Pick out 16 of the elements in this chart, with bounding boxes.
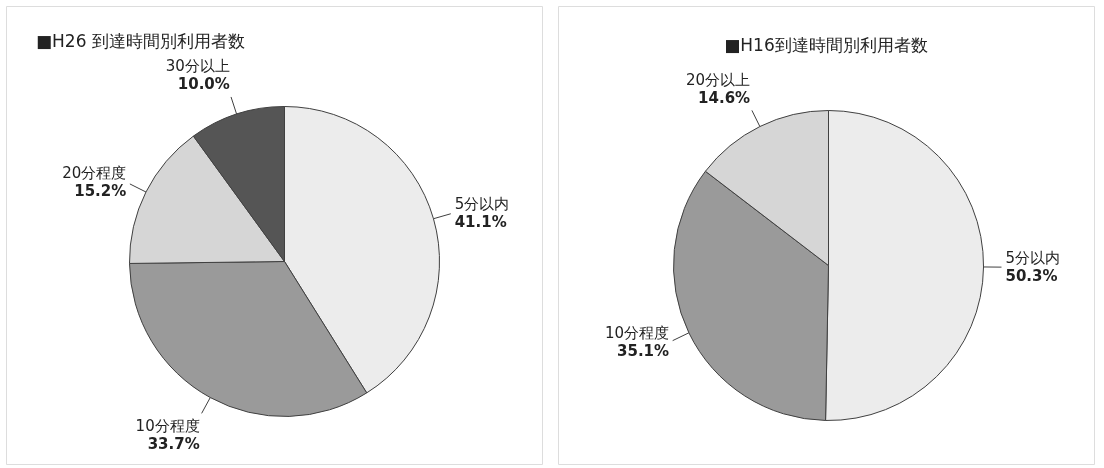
slice-label: 5分以内 (1005, 249, 1061, 268)
slice-label: 20分程度 (62, 164, 127, 183)
slice-label: 30分以上 (165, 57, 230, 76)
data-label: 50.3% (1005, 267, 1058, 286)
data-label: 15.2% (74, 182, 127, 201)
slice-label: 5分以内 (454, 194, 510, 213)
data-label: 33.7% (147, 434, 200, 453)
slice-label: 10分程度 (604, 324, 670, 343)
data-label: 10.0% (177, 75, 230, 94)
data-label: 35.1% (617, 342, 670, 361)
chart-title: ■H26 到達時間別利用者数 (36, 31, 245, 51)
data-label: 14.6% (698, 88, 751, 107)
chart-title: ■H16到達時間別利用者数 (724, 35, 928, 55)
data-label: 41.1% (454, 212, 507, 231)
slice-label: 20分以上 (686, 70, 751, 89)
slice-label: 10分程度 (135, 416, 200, 435)
